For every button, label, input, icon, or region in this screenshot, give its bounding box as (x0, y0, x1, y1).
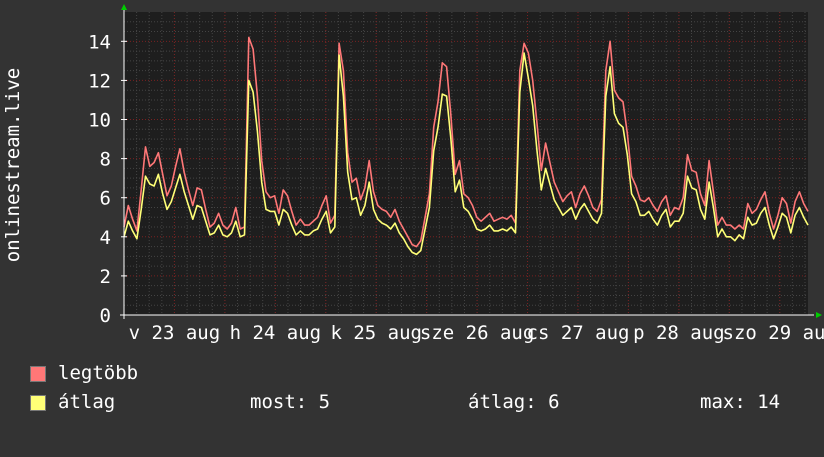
x-tick-label: sze 26 aug (420, 322, 534, 344)
y-tick-label: 6 (100, 188, 111, 210)
stat-max-value: 14 (757, 391, 781, 413)
stat-average: átlag: 6 (468, 391, 560, 413)
x-axis-arrow-icon (816, 312, 822, 318)
legend-swatch-legtobb (30, 366, 46, 382)
y-tick-label: 8 (100, 149, 111, 171)
y-tick-label: 2 (100, 266, 111, 288)
x-tick-label: cs 27 aug (527, 322, 630, 344)
legend-label-legtobb: legtöbb (58, 362, 139, 384)
x-tick-label: p 28 aug (633, 322, 725, 344)
y-tick-label: 12 (88, 70, 111, 92)
y-tick-label: 0 (100, 305, 111, 327)
x-tick-label: k 25 aug (330, 322, 422, 344)
legend-item-legtobb: legtöbb (30, 362, 138, 428)
plot-area (124, 12, 808, 315)
stat-most-value: 5 (318, 391, 331, 413)
y-tick-label: 14 (88, 31, 111, 53)
series-layer (123, 36, 809, 256)
legend-swatch-atlag (30, 395, 46, 411)
legend-label-atlag: átlag (58, 391, 116, 413)
y-axis-arrow-icon (121, 4, 127, 10)
x-tick-label: v 23 aug (129, 322, 221, 344)
y-tick-label: 4 (100, 227, 111, 249)
y-tick-label: 10 (88, 110, 111, 132)
series-line-atlag (123, 52, 809, 256)
stat-average-label: átlag: (468, 391, 537, 413)
stat-most: most: 5 (250, 391, 330, 413)
series-line-legtobb (123, 36, 809, 248)
stat-max: max: 14 (700, 391, 780, 413)
stat-most-label: most: (250, 391, 308, 413)
x-tick-label: h 24 aug (230, 322, 322, 344)
y-axis-label: onlinestream.live (2, 68, 24, 262)
legend-item-atlag: átlag (30, 391, 115, 457)
stat-average-value: 6 (548, 391, 560, 413)
x-tick-label: szo 29 aug (723, 322, 824, 344)
grid (124, 12, 808, 315)
stat-max-label: max: (700, 391, 746, 413)
